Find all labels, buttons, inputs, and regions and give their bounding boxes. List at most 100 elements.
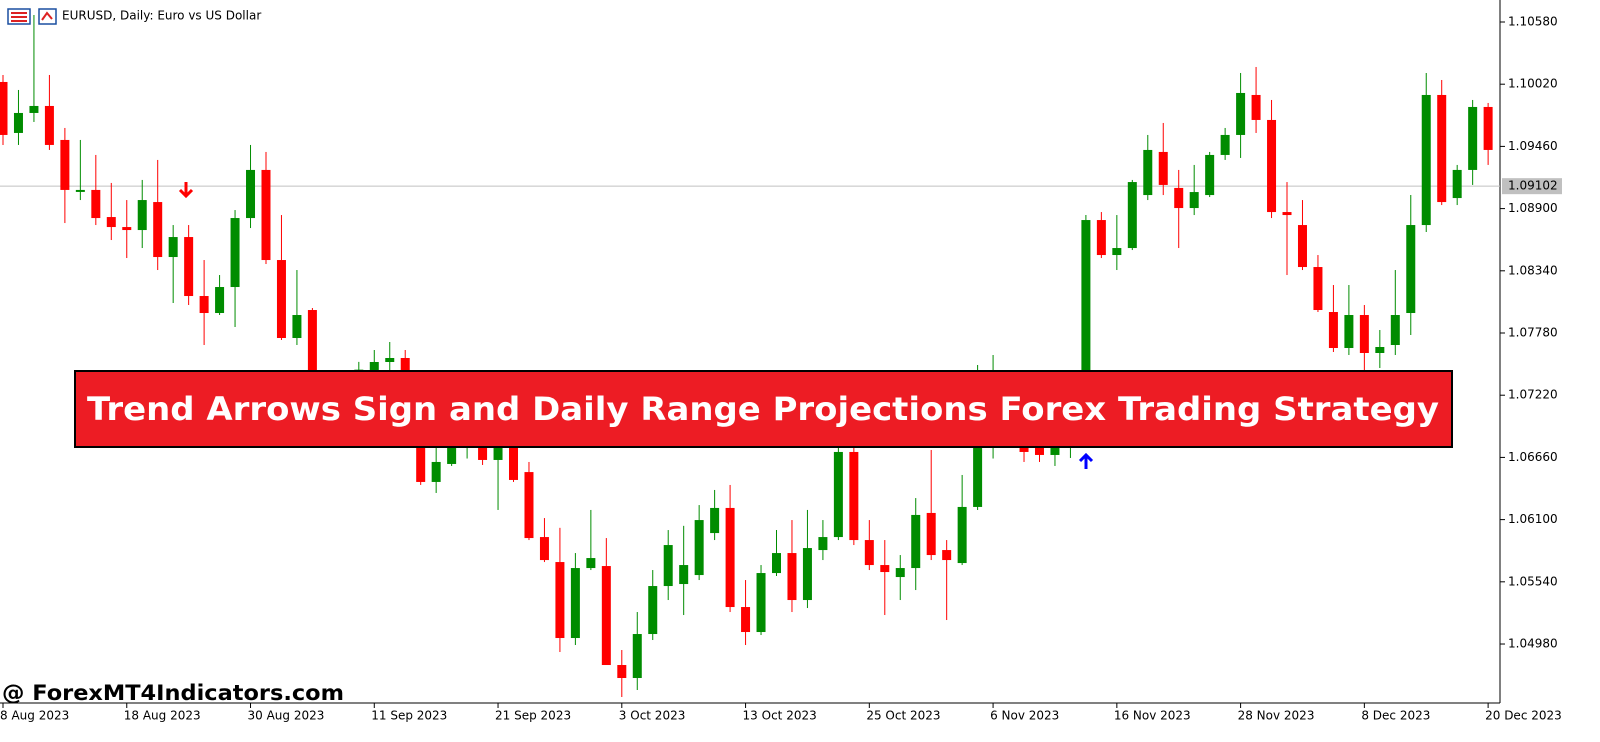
candle-body xyxy=(1158,151,1168,185)
candle-body xyxy=(1143,149,1153,196)
candle-body xyxy=(1034,444,1044,455)
candle-body xyxy=(493,441,503,460)
candle-body xyxy=(1328,312,1338,349)
candle-body xyxy=(1297,225,1307,268)
candle-body xyxy=(153,202,163,258)
candle-body xyxy=(555,562,565,639)
x-tick-label: 30 Aug 2023 xyxy=(248,709,325,723)
candle-body xyxy=(29,105,39,113)
candle-body xyxy=(756,573,766,633)
candle-body xyxy=(617,665,627,679)
candle-body xyxy=(725,507,735,608)
x-tick-label: 16 Nov 2023 xyxy=(1114,709,1191,723)
y-tick-label: 1.06100 xyxy=(1508,512,1558,526)
y-tick-label: 1.10580 xyxy=(1508,14,1558,28)
sell-arrow xyxy=(178,182,194,199)
y-tick-label: 1.07220 xyxy=(1508,388,1558,402)
candle-body xyxy=(1251,94,1261,120)
candle-body xyxy=(1344,315,1354,349)
candle-body xyxy=(524,472,534,539)
candle-body xyxy=(1050,446,1060,455)
candle-body xyxy=(1390,315,1400,346)
candle-body xyxy=(1236,92,1246,135)
candle-body xyxy=(818,537,828,551)
x-tick-label: 11 Sep 2023 xyxy=(371,709,447,723)
candle-body xyxy=(1313,267,1323,311)
candle-body xyxy=(1483,106,1493,150)
candle-body xyxy=(694,520,704,576)
y-tick-label: 1.08340 xyxy=(1508,263,1558,277)
icon xyxy=(38,8,57,25)
candle-body xyxy=(246,169,256,219)
candle-body xyxy=(880,565,890,573)
candle-body xyxy=(509,441,519,480)
candle-body xyxy=(1267,119,1277,213)
candle-body xyxy=(1096,220,1106,256)
candle-body xyxy=(1468,106,1478,170)
candle-body xyxy=(1174,187,1184,209)
y-tick-label: 1.08900 xyxy=(1508,201,1558,215)
y-tick-label: 1.05540 xyxy=(1508,574,1558,588)
candle-body xyxy=(215,287,225,314)
candle-body xyxy=(973,447,983,507)
candle-body xyxy=(1081,220,1091,430)
candle-body xyxy=(60,139,70,190)
candle-body xyxy=(802,548,812,601)
banner-text: Trend Arrows Sign and Daily Range Projec… xyxy=(87,390,1439,428)
x-tick-label: 20 Dec 2023 xyxy=(1485,709,1562,723)
candle-body xyxy=(369,361,379,370)
icon-line xyxy=(41,11,53,21)
current-price-box xyxy=(1502,178,1562,195)
candle-body xyxy=(307,310,317,395)
candle-body xyxy=(1375,347,1385,353)
candle-body xyxy=(1406,225,1416,314)
candle-body xyxy=(632,634,642,679)
x-tick-label: 6 Nov 2023 xyxy=(990,709,1059,723)
candle-body xyxy=(911,514,921,569)
candle-body xyxy=(184,237,194,297)
candle-body xyxy=(926,512,936,556)
candle-body xyxy=(1452,169,1462,199)
banner xyxy=(74,370,1453,448)
candle-body xyxy=(679,565,689,585)
candle-body xyxy=(942,550,952,561)
x-tick-label: 25 Oct 2023 xyxy=(866,709,940,723)
candle-body xyxy=(864,540,874,566)
y-tick-label: 1.06660 xyxy=(1508,450,1558,464)
candle-body xyxy=(539,537,549,561)
current-price-label: 1.09102 xyxy=(1508,179,1558,193)
candle-body xyxy=(13,112,23,133)
candle-body xyxy=(772,553,781,574)
candle-body xyxy=(230,218,240,288)
candle-body xyxy=(849,451,859,541)
candle-body xyxy=(1127,182,1137,249)
candle-body xyxy=(1205,154,1215,196)
candle-body xyxy=(431,461,441,482)
candle-body xyxy=(199,296,209,314)
candle-body xyxy=(1359,315,1369,353)
candle-body xyxy=(1189,192,1199,209)
candle-body xyxy=(137,200,147,231)
candle-body xyxy=(957,506,967,564)
candle-body xyxy=(741,607,751,633)
x-tick-label: 18 Aug 2023 xyxy=(124,709,201,723)
candle-body xyxy=(586,558,596,569)
buy-arrow xyxy=(1078,452,1094,469)
candle-body xyxy=(168,237,178,258)
x-tick-label: 8 Aug 2023 xyxy=(0,709,69,723)
candle-body xyxy=(0,81,8,135)
x-tick-label: 21 Sep 2023 xyxy=(495,709,571,723)
candle-body xyxy=(663,545,673,587)
candle-body xyxy=(75,189,85,192)
watermark: @ ForexMT4Indicators.com xyxy=(2,681,344,705)
x-tick-label: 8 Dec 2023 xyxy=(1361,709,1430,723)
candle-body xyxy=(710,507,720,534)
candle-body xyxy=(106,217,116,228)
y-tick-label: 1.09460 xyxy=(1508,139,1558,153)
candle-body xyxy=(895,568,905,578)
candle-body xyxy=(44,105,54,145)
x-tick-label: 13 Oct 2023 xyxy=(743,709,817,723)
candle-body xyxy=(122,227,132,231)
plot-area: 1.10580 1.10020 1.09460 1.08900 1.08340 1.077… xyxy=(0,0,1562,723)
